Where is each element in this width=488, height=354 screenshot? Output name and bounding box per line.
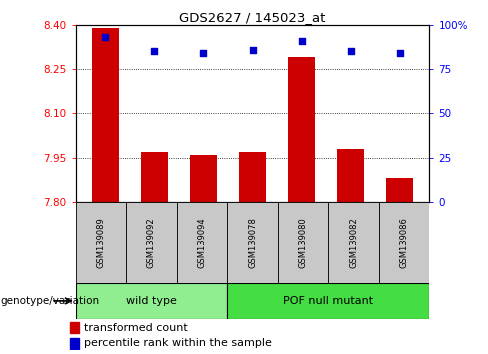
Bar	[92, 28, 119, 202]
Text: GSM139089: GSM139089	[97, 217, 105, 268]
Text: genotype/variation: genotype/variation	[0, 296, 99, 306]
Title: GDS2627 / 145023_at: GDS2627 / 145023_at	[180, 11, 325, 24]
Bar	[337, 149, 365, 202]
Bar	[141, 152, 168, 202]
Bar	[227, 202, 278, 283]
Bar	[76, 202, 126, 283]
Bar	[288, 57, 315, 202]
Point	[101, 34, 109, 40]
Point	[150, 48, 158, 54]
Bar	[278, 202, 328, 283]
Bar	[239, 152, 266, 202]
Text: transformed count: transformed count	[84, 322, 188, 332]
Bar	[177, 202, 227, 283]
Bar	[328, 202, 379, 283]
Text: POF null mutant: POF null mutant	[284, 296, 373, 306]
Point	[347, 48, 355, 54]
Text: wild type: wild type	[126, 296, 177, 306]
Bar	[76, 283, 227, 319]
Bar	[69, 322, 79, 333]
Text: GSM139086: GSM139086	[400, 217, 408, 268]
Text: GSM139082: GSM139082	[349, 217, 358, 268]
Bar	[69, 338, 79, 349]
Text: percentile rank within the sample: percentile rank within the sample	[84, 338, 272, 348]
Point	[396, 50, 404, 56]
Bar	[386, 178, 413, 202]
Text: GSM139080: GSM139080	[299, 217, 307, 268]
Bar	[126, 202, 177, 283]
Bar	[227, 283, 429, 319]
Bar	[379, 202, 429, 283]
Bar	[190, 155, 217, 202]
Point	[249, 47, 257, 52]
Text: GSM139092: GSM139092	[147, 217, 156, 268]
Point	[200, 50, 207, 56]
Point	[298, 38, 305, 44]
Text: GSM139094: GSM139094	[198, 217, 206, 268]
Text: GSM139078: GSM139078	[248, 217, 257, 268]
